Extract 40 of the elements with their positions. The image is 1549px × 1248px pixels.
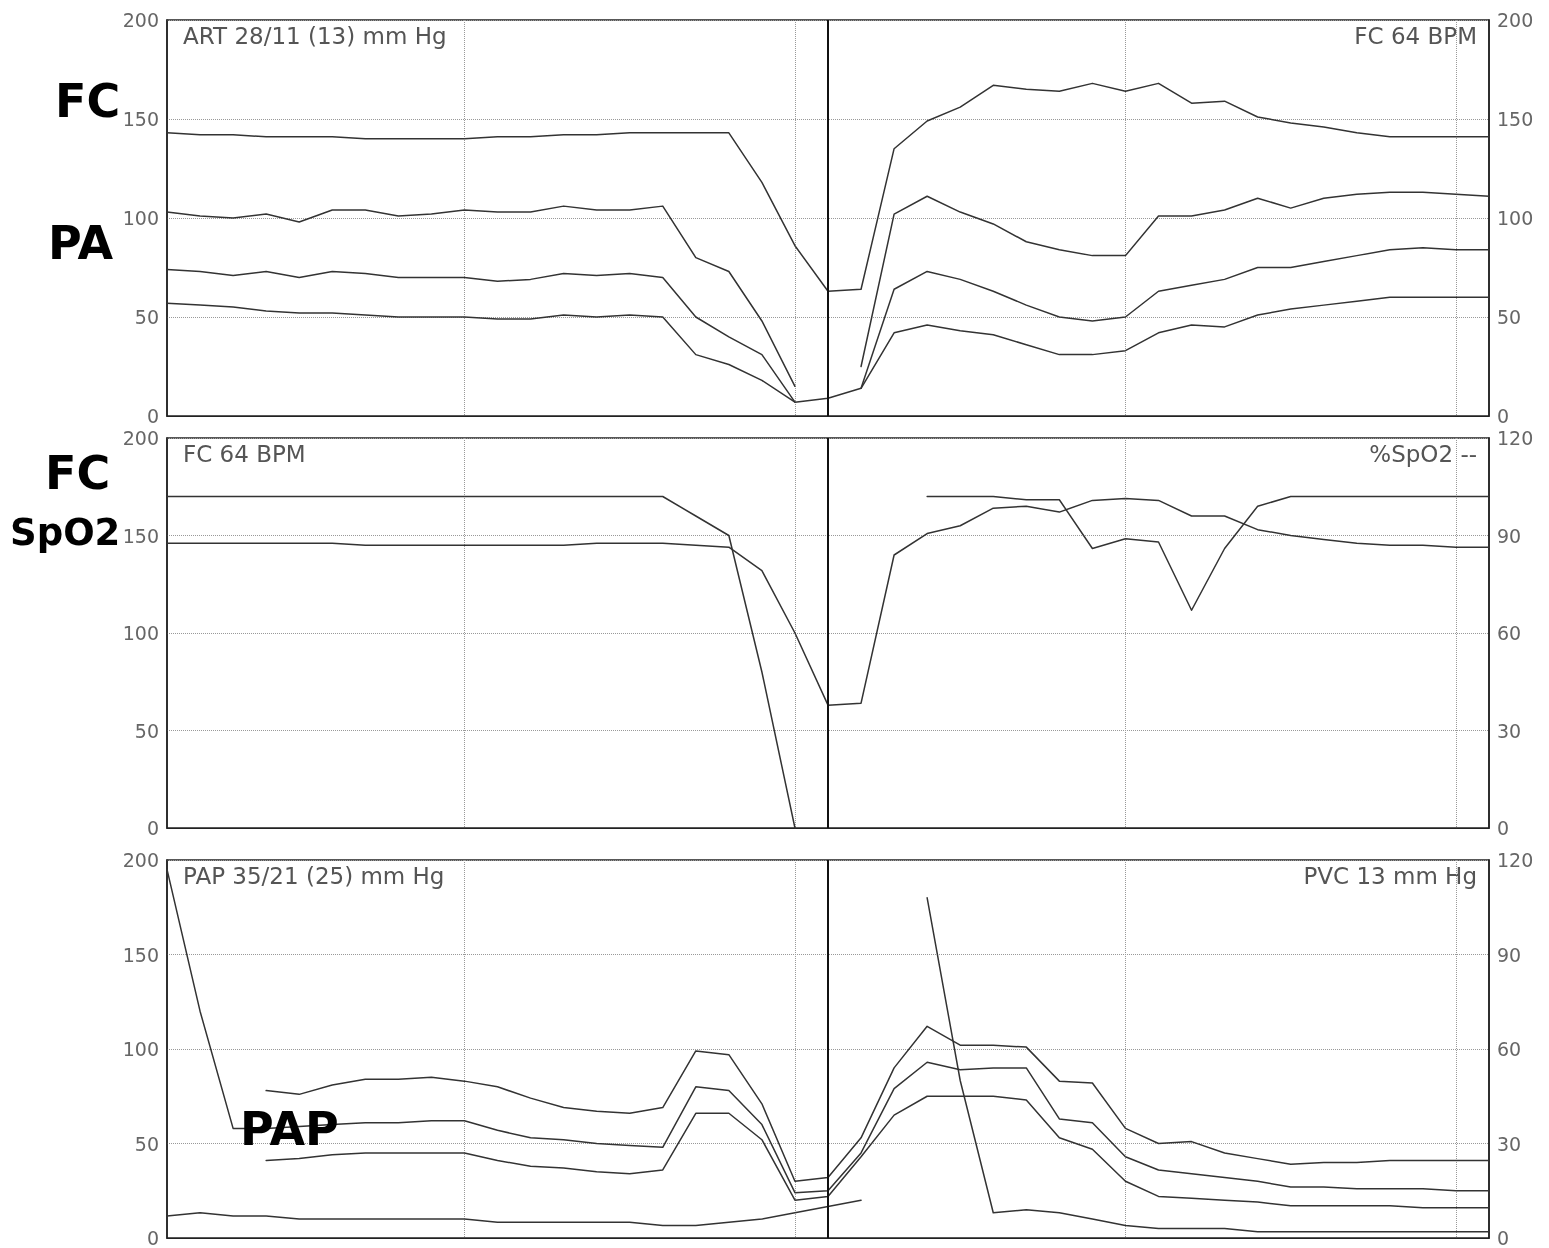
y2-tick-label: 0: [1497, 817, 1510, 839]
y-tick-label: 0: [146, 405, 159, 427]
y2-tick-label: 200: [1497, 9, 1534, 31]
y-tick-label: 200: [122, 9, 159, 31]
y-tick-label: 50: [134, 719, 159, 742]
y-tick-label: 50: [134, 306, 159, 328]
y2-tick-label: 90: [1497, 943, 1522, 966]
y2-axis-title: %SpO2 --: [1369, 440, 1477, 467]
y-tick-label: 200: [122, 849, 159, 871]
y-tick-label: 150: [122, 108, 159, 130]
y-tick-label: 100: [122, 207, 159, 229]
y2-tick-label: 50: [1497, 306, 1522, 328]
y-axis-title: ART 28/11 (13) mm Hg: [183, 22, 447, 49]
text: SpO2: [10, 511, 121, 554]
y-tick-label: 200: [122, 427, 159, 449]
y-tick-label: 50: [134, 1132, 159, 1155]
y2-tick-label: 150: [1497, 108, 1534, 130]
y-tick-label: 150: [122, 943, 159, 966]
y2-tick-label: 60: [1497, 1038, 1522, 1060]
text: FC: [45, 446, 111, 500]
y-tick-label: 0: [146, 817, 159, 839]
y-tick-label: 100: [122, 622, 159, 644]
y-tick-label: 0: [146, 1227, 159, 1248]
y-axis-title: FC 64 BPM: [183, 440, 306, 467]
y2-tick-label: 30: [1497, 719, 1522, 742]
y-tick-label: 150: [122, 524, 159, 547]
y2-tick-label: 90: [1497, 524, 1522, 547]
y2-tick-label: 120: [1497, 849, 1534, 871]
y2-tick-label: 0: [1497, 1227, 1510, 1248]
y2-axis-title: PVC 13 mm Hg: [1303, 862, 1478, 889]
y-tick-label: 100: [122, 1038, 159, 1060]
y2-tick-label: 60: [1497, 622, 1522, 644]
y2-tick-label: 100: [1497, 207, 1534, 229]
y2-axis-title: FC 64 BPM: [1354, 22, 1477, 49]
y2-tick-label: 0: [1497, 405, 1510, 427]
text: FC: [55, 74, 121, 128]
y-axis-title: PAP 35/21 (25) mm Hg: [183, 862, 445, 889]
text: PA: [48, 216, 114, 270]
y2-tick-label: 120: [1497, 427, 1534, 449]
y2-tick-label: 30: [1497, 1132, 1522, 1155]
